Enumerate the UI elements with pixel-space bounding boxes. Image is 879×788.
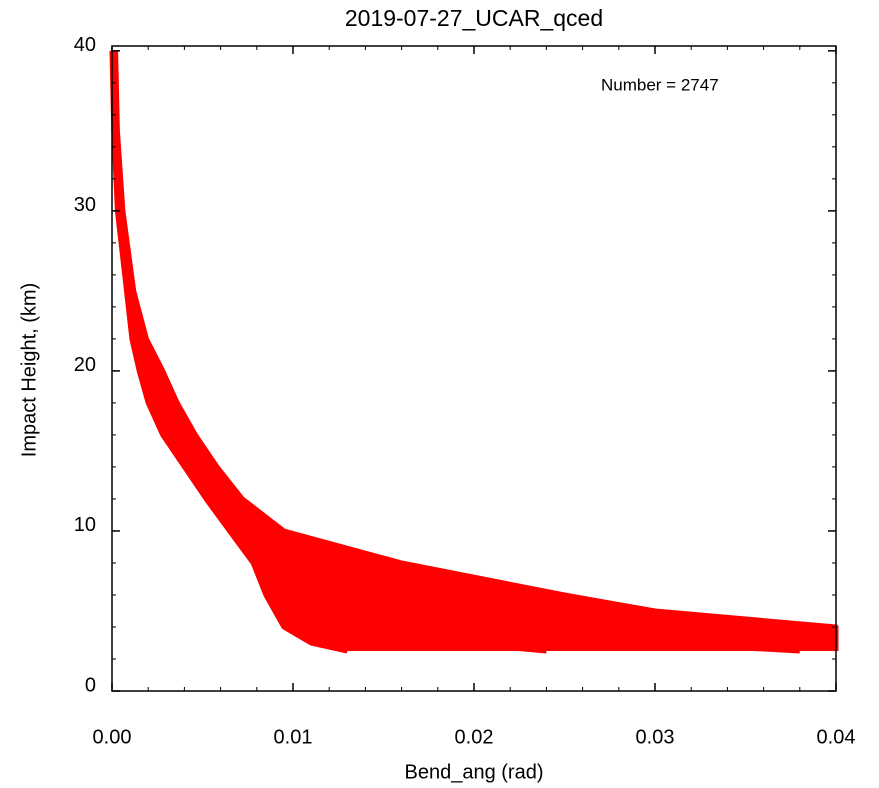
- x-tick-label: 0.00: [93, 726, 132, 748]
- x-tick-label: 0.03: [636, 726, 675, 748]
- x-tick-label: 0.04: [817, 726, 856, 748]
- profile-line: [111, 50, 800, 654]
- y-tick-label: 30: [74, 194, 96, 216]
- x-axis-title: Bend_ang (rad): [405, 761, 544, 783]
- y-tick-label: 10: [74, 514, 96, 536]
- x-tick-label: 0.02: [455, 726, 494, 748]
- y-axis-title: Impact Height, (km): [18, 283, 40, 457]
- y-tick-label: 20: [74, 354, 96, 376]
- y-tick-label: 40: [74, 34, 96, 56]
- profile-band: [112, 50, 836, 652]
- profile-line: [111, 50, 839, 651]
- profile-line: [113, 50, 839, 651]
- annotation: Number = 2747: [601, 75, 719, 94]
- y-tick-label: 0: [85, 674, 96, 696]
- chart-title: 2019-07-27_UCAR_qced: [345, 5, 603, 31]
- x-tick-label: 0.01: [274, 726, 313, 748]
